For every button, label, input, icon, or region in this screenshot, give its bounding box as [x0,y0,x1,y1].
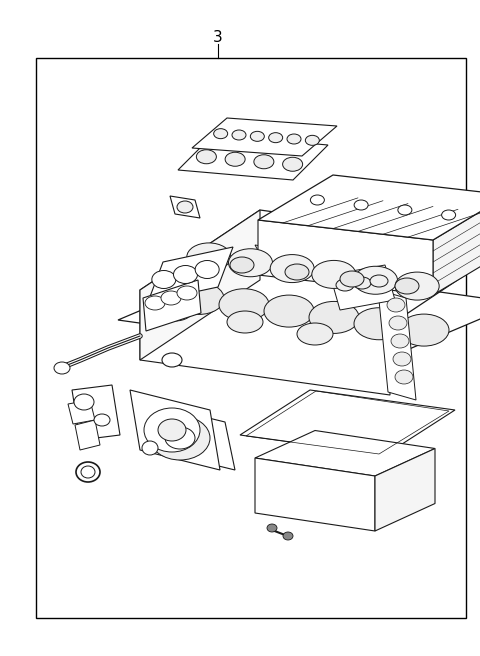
Polygon shape [68,400,95,424]
Text: 3: 3 [213,30,223,45]
Ellipse shape [395,272,439,300]
Ellipse shape [353,266,397,295]
Polygon shape [330,265,395,310]
Polygon shape [258,220,433,295]
Ellipse shape [230,257,254,273]
Ellipse shape [251,131,264,141]
Ellipse shape [74,394,94,410]
Ellipse shape [228,249,273,277]
Polygon shape [72,385,120,440]
Polygon shape [255,245,355,285]
Ellipse shape [354,200,368,210]
Polygon shape [255,458,375,531]
Ellipse shape [150,416,210,460]
Polygon shape [143,280,201,331]
Polygon shape [140,210,480,325]
Ellipse shape [389,316,407,330]
Ellipse shape [442,210,456,220]
Ellipse shape [399,314,449,346]
Ellipse shape [195,260,219,279]
Polygon shape [135,400,235,470]
Ellipse shape [264,295,314,327]
Polygon shape [192,118,337,156]
Polygon shape [148,247,233,302]
Ellipse shape [196,150,216,164]
Ellipse shape [387,298,405,312]
Polygon shape [375,449,435,531]
Ellipse shape [173,266,197,283]
Ellipse shape [177,201,193,213]
Polygon shape [75,420,100,450]
Ellipse shape [309,301,359,333]
Polygon shape [118,265,480,358]
Ellipse shape [297,323,333,345]
Ellipse shape [340,271,364,287]
Polygon shape [258,175,480,240]
Polygon shape [255,430,435,476]
Ellipse shape [287,134,301,144]
Polygon shape [140,290,390,395]
Ellipse shape [174,283,224,314]
Ellipse shape [393,352,411,366]
Ellipse shape [227,311,263,333]
Ellipse shape [94,414,110,426]
Ellipse shape [336,279,354,291]
Ellipse shape [142,441,158,455]
Ellipse shape [157,299,193,321]
Ellipse shape [285,264,309,280]
Ellipse shape [187,243,231,271]
Ellipse shape [270,255,314,283]
Ellipse shape [391,334,409,348]
Polygon shape [140,210,260,360]
Polygon shape [178,135,328,180]
Ellipse shape [370,275,388,287]
Ellipse shape [398,205,412,215]
Ellipse shape [232,130,246,140]
Ellipse shape [269,133,283,142]
Ellipse shape [354,308,404,340]
Ellipse shape [353,277,371,289]
Ellipse shape [177,286,197,300]
Ellipse shape [395,278,419,294]
Ellipse shape [152,270,176,289]
Bar [36,58,466,618]
Ellipse shape [225,152,245,166]
Polygon shape [433,195,480,295]
Ellipse shape [161,291,181,305]
Polygon shape [378,290,416,400]
Ellipse shape [254,155,274,169]
Ellipse shape [76,462,100,482]
Ellipse shape [81,466,95,478]
Ellipse shape [214,129,228,138]
Polygon shape [240,390,455,455]
Ellipse shape [54,362,70,374]
Ellipse shape [145,296,165,310]
Ellipse shape [144,408,200,452]
Polygon shape [130,390,220,470]
Ellipse shape [165,427,195,449]
Ellipse shape [283,157,302,171]
Ellipse shape [158,419,186,441]
Ellipse shape [305,135,319,146]
Ellipse shape [267,524,277,532]
Ellipse shape [395,370,413,384]
Ellipse shape [311,195,324,205]
Ellipse shape [219,289,269,321]
Ellipse shape [283,532,293,540]
Ellipse shape [312,260,356,289]
Polygon shape [170,196,200,218]
Ellipse shape [162,353,182,367]
